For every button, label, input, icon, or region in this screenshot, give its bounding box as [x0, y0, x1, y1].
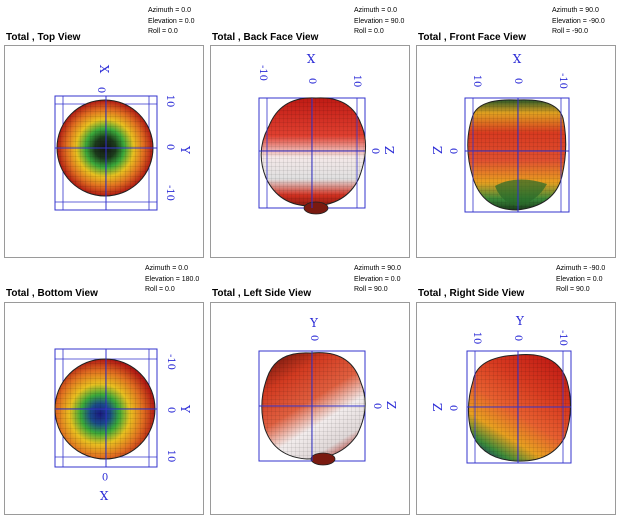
view-title: Total , Front Face View: [418, 32, 526, 43]
tick-label: 0: [447, 148, 458, 154]
tick-label: 10: [165, 450, 176, 463]
roll-label: Roll = 0.0: [354, 28, 384, 35]
tick-label: 10: [164, 95, 175, 108]
plot-panel: Y 0 Z 0: [210, 302, 410, 515]
azimuth-label: Azimuth = 0.0: [354, 7, 397, 14]
tick-label: 0: [164, 144, 175, 150]
radiation-pattern-bottom: X 0 Y -10 0 10: [54, 348, 192, 502]
radiation-pattern-back: X -10 0 10 Z 0: [257, 51, 396, 215]
azimuth-label: Azimuth = -90.0: [556, 265, 606, 272]
elevation-label: Elevation = 0.0: [556, 275, 603, 283]
elevation-label: Elevation = 90.0: [354, 17, 405, 25]
elevation-label: Elevation = 180.0: [145, 275, 200, 283]
axis-label: X: [512, 51, 521, 65]
plot-panel: X 0 Y -10 0 10: [4, 302, 204, 515]
azimuth-label: Azimuth = 90.0: [552, 7, 599, 14]
roll-label: Roll = 0.0: [148, 28, 178, 35]
tick-label: -10: [557, 73, 568, 89]
axis-label: X: [99, 488, 108, 502]
roll-label: Roll = 90.0: [556, 286, 590, 293]
tick-label: 0: [512, 335, 523, 341]
axis-label: Z: [430, 403, 444, 411]
tick-label: 0: [371, 403, 382, 409]
roll-label: Roll = -90.0: [552, 28, 588, 35]
axis-label: Y: [515, 314, 525, 328]
view-params: Azimuth = 0.0 Elevation = 0.0 Roll = 0.0: [148, 6, 195, 38]
tick-label: 0: [95, 87, 106, 93]
tick-label: -10: [257, 65, 268, 81]
tick-label: 0: [369, 148, 380, 154]
axis-label: Z: [384, 401, 398, 409]
azimuth-label: Azimuth = 0.0: [148, 7, 191, 14]
view-params: Azimuth = 0.0 Elevation = 90.0 Roll = 0.…: [354, 6, 404, 38]
axis-label: X: [97, 65, 111, 74]
tick-label: 10: [471, 75, 482, 88]
view-params: Azimuth = 90.0 Elevation = -90.0 Roll = …: [552, 6, 605, 38]
tick-label: 0: [512, 78, 523, 84]
elevation-label: Elevation = 0.0: [148, 17, 195, 25]
azimuth-label: Azimuth = 90.0: [354, 265, 401, 272]
axis-label: Z: [382, 146, 396, 154]
plot-panel: X -10 0 10 Z 0: [210, 45, 410, 258]
axis-label: Z: [430, 146, 444, 154]
tick-label: 0: [447, 405, 458, 411]
tick-label: 0: [102, 470, 108, 481]
view-title: Total , Left Side View: [212, 288, 312, 299]
tick-label: 10: [471, 332, 482, 345]
view-title: Total , Top View: [6, 32, 81, 43]
tick-label: 0: [165, 407, 176, 413]
view-params: Azimuth = 90.0 Elevation = 0.0 Roll = 90…: [354, 264, 401, 296]
view-params: Azimuth = -90.0 Elevation = 0.0 Roll = 9…: [556, 264, 605, 296]
axis-label: X: [306, 51, 315, 65]
axis-label: Y: [309, 316, 319, 330]
roll-label: Roll = 90.0: [354, 286, 388, 293]
elevation-label: Elevation = -90.0: [552, 17, 605, 25]
tick-label: 0: [306, 78, 317, 84]
view-title: Total , Bottom View: [6, 288, 98, 299]
elevation-label: Elevation = 0.0: [354, 275, 401, 283]
tick-label: -10: [165, 354, 176, 370]
axis-label: Y: [178, 404, 192, 414]
tick-label: -10: [557, 330, 568, 346]
roll-label: Roll = 0.0: [145, 286, 175, 293]
plot-panel: Y 10 0 -10 Z 0: [416, 302, 616, 515]
tick-label: 10: [351, 75, 362, 88]
radiation-pattern-left: Y 0 Z 0: [258, 316, 398, 466]
axis-label: Y: [178, 145, 192, 155]
view-title: Total , Right Side View: [418, 288, 525, 299]
view-title: Total , Back Face View: [212, 32, 319, 43]
azimuth-label: Azimuth = 0.0: [145, 265, 188, 272]
radiation-pattern-front: X 10 0 -10 Z 0: [430, 51, 570, 213]
tick-label: 0: [308, 335, 319, 341]
plot-panel: X 10 0 -10 Z 0: [416, 45, 616, 258]
tick-label: -10: [164, 185, 175, 201]
view-params: Azimuth = 0.0 Elevation = 180.0 Roll = 0…: [145, 264, 199, 296]
radiation-pattern-top: X 0 Y 10 0 -10: [54, 65, 192, 211]
radiation-pattern-right: Y 10 0 -10 Z 0: [430, 314, 572, 464]
plot-panel: X 0 Y 10 0 -10: [4, 45, 204, 258]
